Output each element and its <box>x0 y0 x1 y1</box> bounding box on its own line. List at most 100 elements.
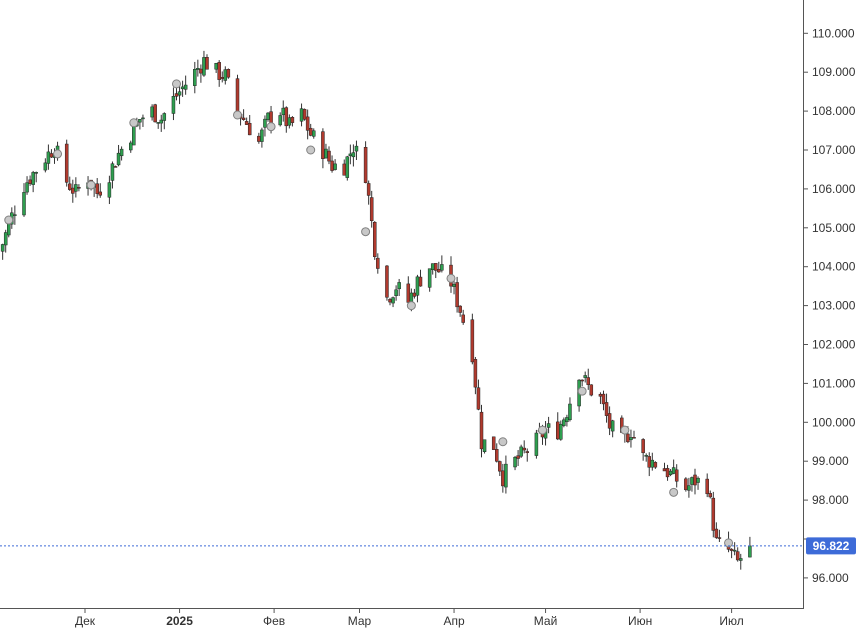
candle-down <box>479 404 484 458</box>
candle-down <box>580 379 584 387</box>
candle-up <box>183 75 188 95</box>
candle-body <box>153 104 157 123</box>
candle-body <box>113 166 118 168</box>
candle-up <box>629 429 633 448</box>
event-marker[interactable] <box>4 215 14 225</box>
event-marker[interactable] <box>538 425 547 435</box>
candle-up <box>107 175 112 205</box>
candle-up <box>3 229 8 253</box>
candle-body <box>452 283 456 287</box>
candle-up <box>138 119 142 130</box>
event-marker[interactable] <box>266 122 276 132</box>
candle-down <box>684 477 688 492</box>
candle-body <box>394 289 398 296</box>
candle-down <box>418 269 423 287</box>
candle-down <box>321 128 325 169</box>
candle-body <box>156 122 160 124</box>
candle-body <box>327 150 331 162</box>
candle-body <box>220 77 224 79</box>
candle-body <box>214 63 218 70</box>
candle-body <box>711 497 716 531</box>
last-price-label: 96.822 <box>813 539 850 553</box>
candle-down <box>217 60 221 87</box>
candle-body <box>562 419 566 426</box>
event-markers-layer <box>4 79 734 548</box>
event-marker[interactable] <box>669 487 679 497</box>
candle-down <box>589 384 594 397</box>
candle-body <box>31 172 35 185</box>
candle-body <box>440 264 444 271</box>
candle-down <box>290 116 295 127</box>
candle-body <box>589 384 594 396</box>
candle-body <box>22 192 26 216</box>
candle-down <box>385 265 389 301</box>
candle-body <box>644 455 648 457</box>
candle-body <box>565 417 569 423</box>
candle-up <box>171 87 176 121</box>
candle-up <box>504 455 508 494</box>
candle-body <box>141 117 145 120</box>
candle-up <box>394 285 398 301</box>
candle-body <box>107 182 112 198</box>
candle-body <box>473 359 478 388</box>
candle-body <box>556 421 560 440</box>
candle-body <box>513 456 517 468</box>
candle-up <box>260 127 264 148</box>
event-marker[interactable] <box>406 301 416 311</box>
candle-down <box>327 146 331 165</box>
candle-up <box>34 171 38 183</box>
candle-body <box>525 451 529 453</box>
candle-body <box>376 257 380 269</box>
candle-up <box>397 278 401 296</box>
y-tick-label: 98.000 <box>812 493 849 507</box>
candle-up <box>519 444 523 458</box>
event-marker[interactable] <box>53 149 63 159</box>
candle-body <box>223 69 228 81</box>
y-tick-label: 106.000 <box>812 182 856 196</box>
candle-body <box>25 182 29 193</box>
candle-body <box>299 108 304 122</box>
candle-up <box>644 453 648 462</box>
candle-up <box>559 420 563 441</box>
candle-body <box>28 179 32 184</box>
candle-body <box>302 109 307 120</box>
candle-body <box>546 423 551 428</box>
event-marker[interactable] <box>86 180 96 190</box>
event-marker[interactable] <box>577 386 587 396</box>
candle-down <box>473 356 478 395</box>
candle-body <box>610 420 615 432</box>
candle-body <box>183 84 188 90</box>
candle-down <box>674 464 679 488</box>
candle-up <box>0 243 5 260</box>
candle-body <box>674 469 679 482</box>
candle-up <box>568 397 572 422</box>
candle-body <box>461 314 465 323</box>
candle-body <box>363 147 368 183</box>
candle-body <box>671 467 676 474</box>
event-marker[interactable] <box>172 79 181 89</box>
candle-body <box>687 485 691 491</box>
event-marker[interactable] <box>724 538 734 548</box>
event-marker[interactable] <box>446 273 456 283</box>
candle-body <box>729 548 734 551</box>
candle-up <box>159 114 163 132</box>
candle-body <box>705 478 709 495</box>
candle-down <box>366 180 371 205</box>
candle-body <box>693 474 697 486</box>
x-axis-labels: Дек 2025 Фев Мар Апр Май Июн Июл <box>75 614 744 628</box>
event-marker[interactable] <box>620 425 630 435</box>
event-marker[interactable] <box>498 437 508 447</box>
event-marker[interactable] <box>361 227 371 237</box>
candle-up <box>129 140 133 153</box>
y-tick-label: 105.000 <box>812 221 856 235</box>
candle-body <box>641 439 645 454</box>
event-marker[interactable] <box>233 110 242 120</box>
candle-body <box>180 86 185 90</box>
event-marker[interactable] <box>306 145 316 155</box>
candle-body <box>708 493 712 498</box>
candle-up <box>110 161 115 189</box>
candle-body <box>601 393 606 405</box>
event-marker[interactable] <box>129 118 139 128</box>
candle-down <box>525 448 529 462</box>
candle-down <box>305 109 310 140</box>
